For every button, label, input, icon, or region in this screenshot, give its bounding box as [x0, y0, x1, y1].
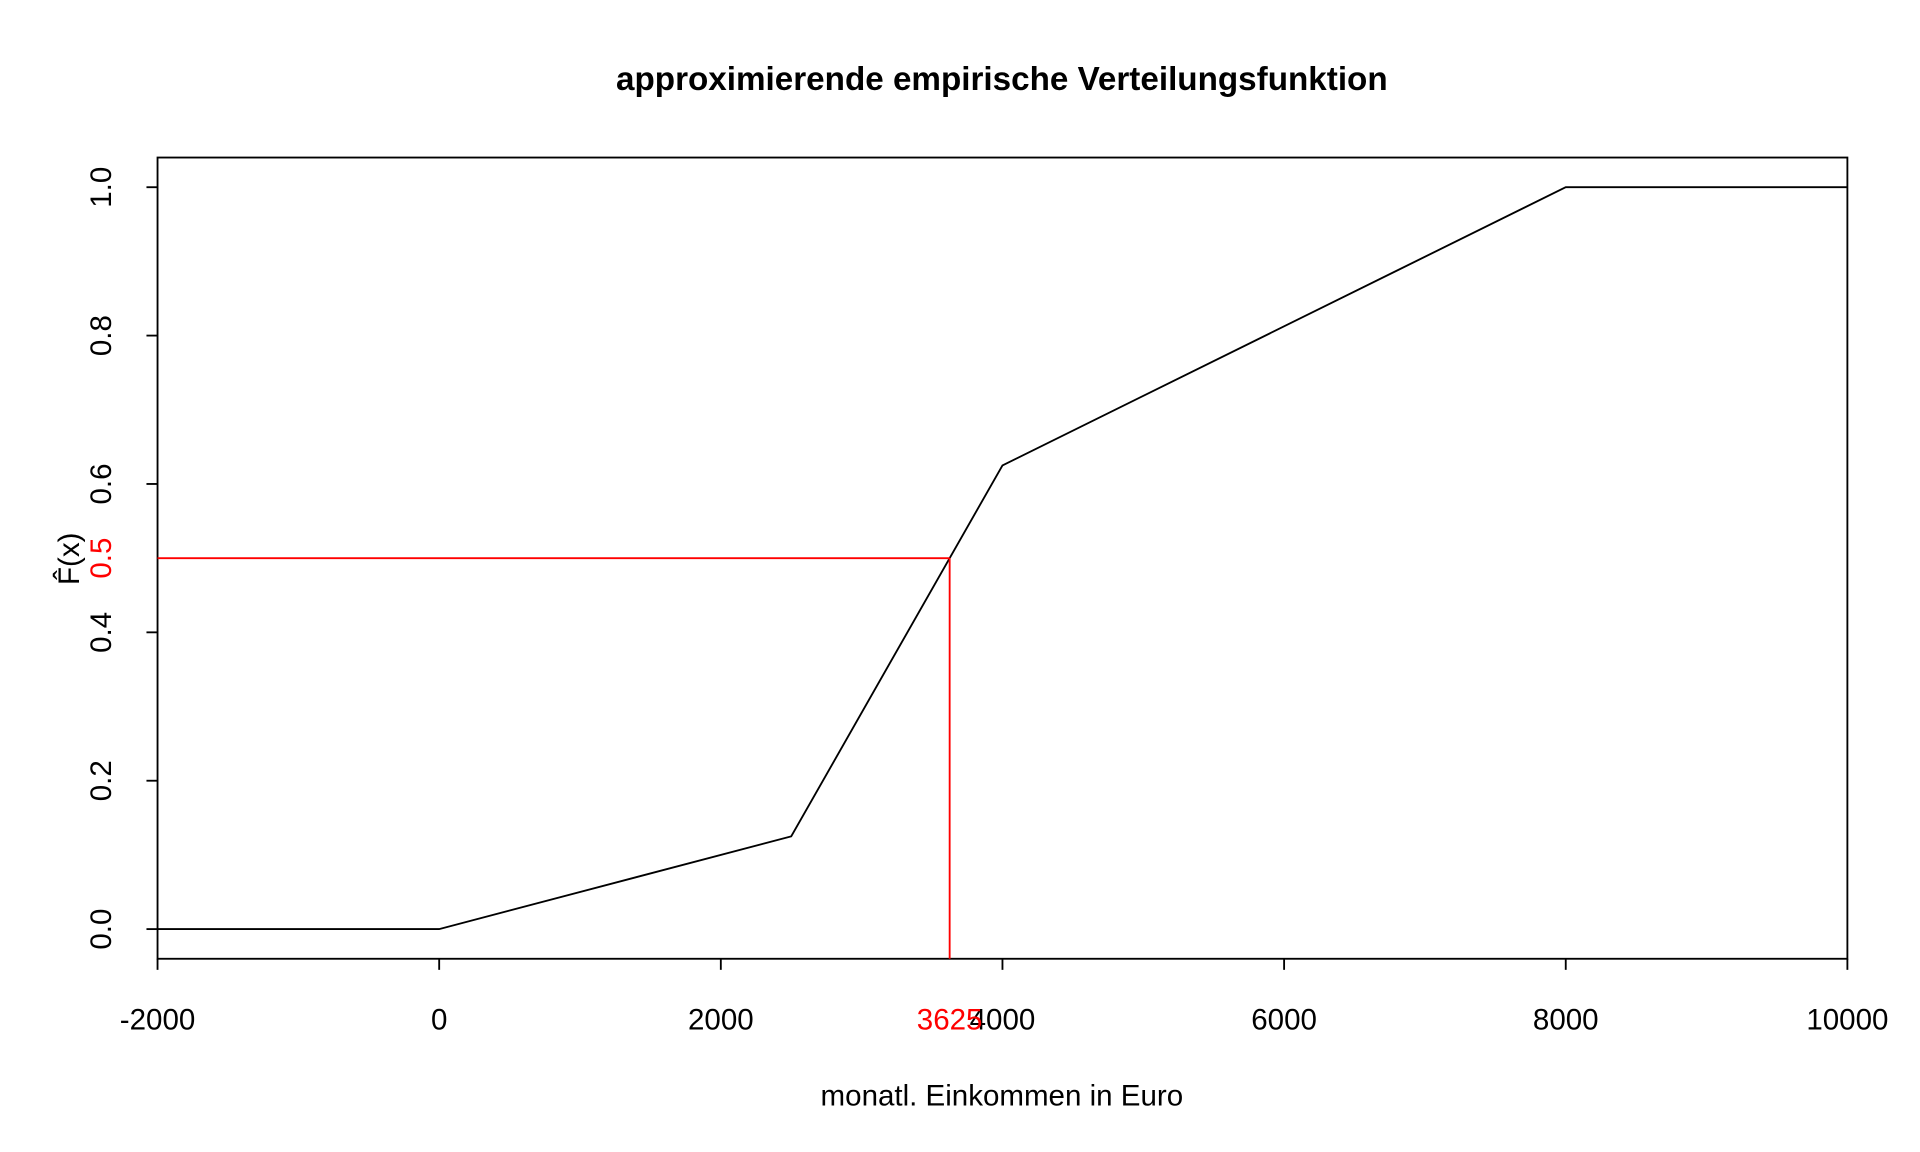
line — [157, 186, 1848, 931]
chart-title: approximierende empirische Verteilungsfu… — [616, 61, 1388, 98]
y-tick-label: 0.4 — [85, 612, 118, 653]
x-tick-label: 10000 — [1806, 1003, 1888, 1036]
y-tick-label: 0.6 — [85, 463, 118, 504]
x-tick-label: -2000 — [120, 1003, 196, 1036]
y-tick-label: 0.8 — [85, 315, 118, 356]
y-tick-label: 1.0 — [85, 167, 118, 208]
x-tick-label: 4000 — [970, 1003, 1036, 1036]
x-tick-label: 0 — [431, 1003, 447, 1036]
x-tick-label: 8000 — [1533, 1003, 1599, 1036]
x-tick-label: 2000 — [688, 1003, 754, 1036]
y-tick-label: 0.2 — [85, 760, 118, 801]
x-axis-label: monatl. Einkommen in Euro — [821, 1080, 1184, 1113]
reference-x-label: 3625 — [917, 1003, 983, 1036]
y-tick-label: 0.0 — [85, 909, 118, 950]
x-tick-label: 6000 — [1251, 1003, 1317, 1036]
reference-y-label: 0.5 — [85, 538, 118, 579]
y-axis-label: F̂(x) — [53, 533, 86, 585]
